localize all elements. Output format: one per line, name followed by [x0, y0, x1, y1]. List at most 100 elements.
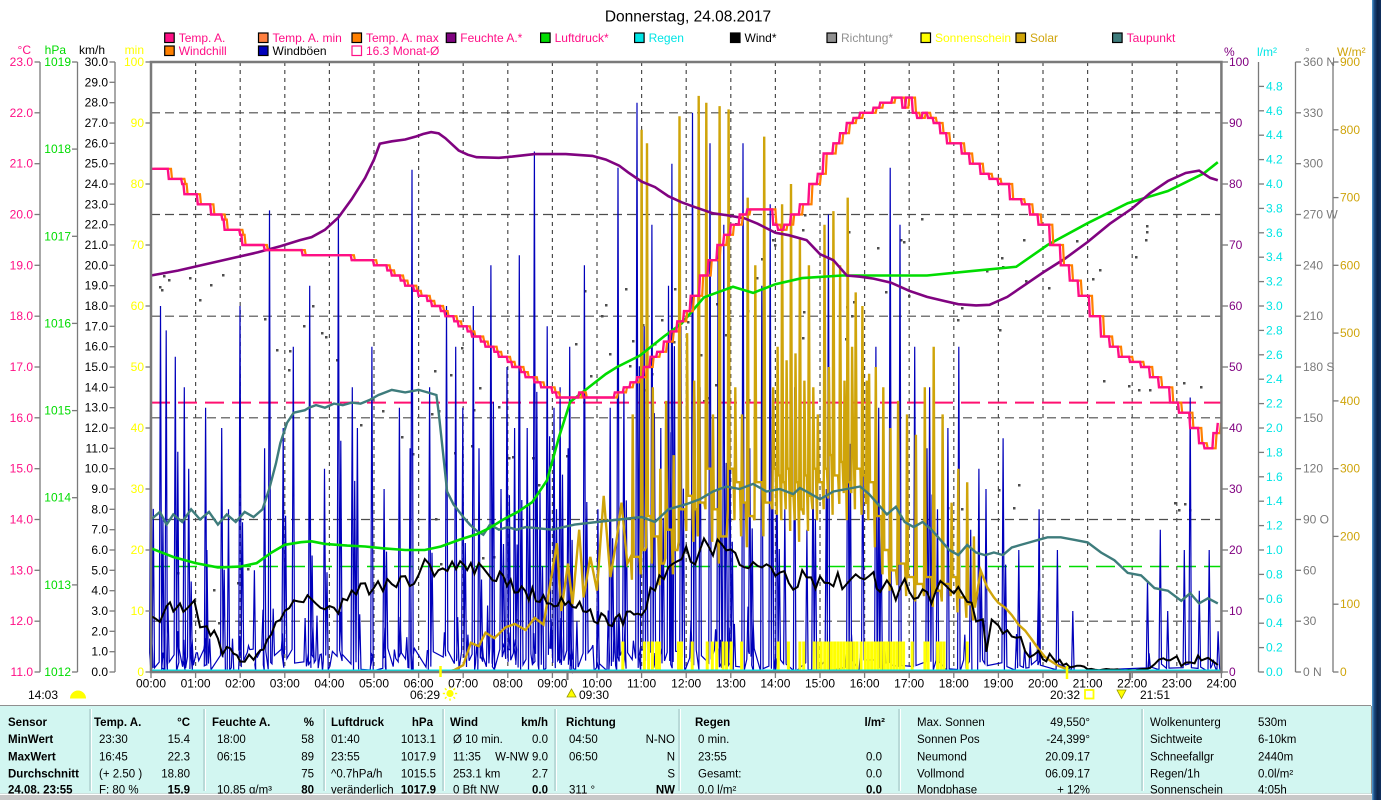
svg-text:Vollmond: Vollmond: [917, 769, 964, 781]
svg-text:16.3 Monat-Ø: 16.3 Monat-Ø: [366, 44, 439, 58]
svg-text:22.0: 22.0: [10, 106, 34, 120]
svg-text:10: 10: [131, 604, 145, 618]
svg-text:23.0: 23.0: [85, 197, 109, 211]
svg-text:1015: 1015: [44, 404, 71, 418]
svg-text:3.6: 3.6: [1266, 226, 1283, 240]
svg-text:16.0: 16.0: [10, 411, 34, 425]
svg-text:23:30: 23:30: [99, 734, 128, 746]
svg-text:20:00: 20:00: [1028, 677, 1058, 691]
svg-text:16:00: 16:00: [850, 677, 880, 691]
svg-text:11:35: 11:35: [453, 751, 481, 763]
svg-text:90: 90: [131, 116, 145, 130]
svg-text:0.6: 0.6: [1266, 592, 1283, 606]
svg-text:30: 30: [131, 482, 145, 496]
svg-text:Temp. A. max: Temp. A. max: [366, 31, 439, 45]
svg-text:0.0: 0.0: [1266, 665, 1283, 679]
svg-text:0.0: 0.0: [866, 751, 882, 763]
svg-text:15.4: 15.4: [168, 734, 191, 746]
svg-text:Durchschnitt: Durchschnitt: [8, 769, 79, 781]
svg-text:hPa: hPa: [45, 43, 67, 57]
svg-text:Wind*: Wind*: [745, 31, 777, 45]
svg-text:27.0: 27.0: [85, 116, 109, 130]
svg-text:Temp. A.: Temp. A.: [94, 717, 141, 729]
svg-text:01:00: 01:00: [181, 677, 211, 691]
svg-text:05:00: 05:00: [359, 677, 389, 691]
svg-text:18.0: 18.0: [85, 299, 109, 313]
svg-text:50: 50: [131, 360, 145, 374]
svg-text:2.0: 2.0: [1266, 421, 1283, 435]
svg-text:49,550°: 49,550°: [1050, 717, 1090, 729]
svg-text:1017: 1017: [44, 229, 71, 243]
svg-text:17.0: 17.0: [10, 360, 34, 374]
svg-text:1.0: 1.0: [1266, 543, 1283, 557]
svg-text:4.0: 4.0: [91, 584, 108, 598]
svg-text:08:00: 08:00: [493, 677, 523, 691]
svg-text:l/m²: l/m²: [1257, 45, 1277, 59]
svg-text:1.0: 1.0: [91, 645, 108, 659]
svg-text:1013: 1013: [44, 578, 71, 592]
svg-text:1.8: 1.8: [1266, 445, 1283, 459]
svg-text:17.0: 17.0: [85, 319, 109, 333]
svg-text:00:00: 00:00: [136, 677, 166, 691]
svg-text:0.0: 0.0: [91, 665, 108, 679]
svg-text:1014: 1014: [44, 491, 71, 505]
svg-text:0: 0: [1229, 665, 1236, 679]
svg-text:60: 60: [1303, 563, 1317, 577]
svg-text:3.0: 3.0: [91, 604, 108, 618]
svg-text:0.0 l/m²: 0.0 l/m²: [698, 784, 737, 796]
svg-text:300: 300: [1303, 157, 1323, 171]
svg-text:4.6: 4.6: [1266, 104, 1283, 118]
svg-text:23:55: 23:55: [331, 751, 360, 763]
svg-text:100: 100: [1340, 597, 1360, 611]
svg-text:18:00: 18:00: [217, 734, 246, 746]
svg-text:03:00: 03:00: [270, 677, 300, 691]
svg-text:360 N: 360 N: [1303, 55, 1335, 69]
svg-text:10.0: 10.0: [85, 462, 109, 476]
svg-text:3.0: 3.0: [1266, 299, 1283, 313]
svg-text:W-NW 9.0: W-NW 9.0: [495, 751, 548, 763]
svg-text:4.2: 4.2: [1266, 153, 1283, 167]
svg-text:2.2: 2.2: [1266, 397, 1283, 411]
svg-text:19.0: 19.0: [10, 258, 34, 272]
svg-text:1019: 1019: [44, 55, 71, 69]
svg-text:Neumond: Neumond: [917, 751, 967, 763]
svg-text:13.0: 13.0: [10, 563, 34, 577]
svg-text:0.0: 0.0: [532, 784, 548, 796]
svg-text:4.0: 4.0: [1266, 177, 1283, 191]
svg-text:10:00: 10:00: [582, 677, 612, 691]
svg-text:24:00: 24:00: [1206, 677, 1236, 691]
svg-text:0 min.: 0 min.: [698, 734, 729, 746]
svg-text:06:50: 06:50: [569, 751, 598, 763]
svg-text:0.2: 0.2: [1266, 641, 1283, 655]
svg-text:Regen/1h: Regen/1h: [1150, 769, 1200, 781]
svg-text:10.85 g/m³: 10.85 g/m³: [217, 784, 272, 796]
svg-text:0.0: 0.0: [866, 769, 882, 781]
svg-text:70: 70: [1229, 238, 1243, 252]
svg-text:270 W: 270 W: [1303, 208, 1338, 222]
svg-text:Wind: Wind: [450, 717, 478, 729]
svg-text:Windchill: Windchill: [179, 44, 227, 58]
svg-text:253.1 km: 253.1 km: [453, 769, 500, 781]
svg-text:89: 89: [301, 751, 314, 763]
svg-text:330: 330: [1303, 106, 1323, 120]
svg-text:20.09.17: 20.09.17: [1045, 751, 1090, 763]
svg-text:1013.1: 1013.1: [401, 734, 436, 746]
svg-text:Sonnenschein: Sonnenschein: [935, 31, 1011, 45]
svg-text:20:32: 20:32: [1050, 688, 1080, 702]
svg-text:24.0: 24.0: [85, 177, 109, 191]
svg-text:0: 0: [137, 665, 144, 679]
svg-text:80: 80: [131, 177, 145, 191]
svg-text:1017.9: 1017.9: [401, 751, 436, 763]
svg-text:Feuchte A.*: Feuchte A.*: [460, 31, 522, 45]
svg-text:3.2: 3.2: [1266, 275, 1283, 289]
svg-text:600: 600: [1340, 258, 1360, 272]
svg-text:15.9: 15.9: [168, 784, 190, 796]
svg-text:60: 60: [131, 299, 145, 313]
svg-text:0 Bft NW: 0 Bft NW: [453, 784, 499, 796]
svg-text:Mondphase: Mondphase: [917, 784, 977, 796]
svg-text:15:00: 15:00: [805, 677, 835, 691]
svg-text:7.0: 7.0: [91, 523, 108, 537]
svg-text:veränderlich: veränderlich: [331, 784, 394, 796]
svg-text:NW: NW: [656, 784, 675, 796]
svg-text:W/m²: W/m²: [1337, 45, 1366, 59]
